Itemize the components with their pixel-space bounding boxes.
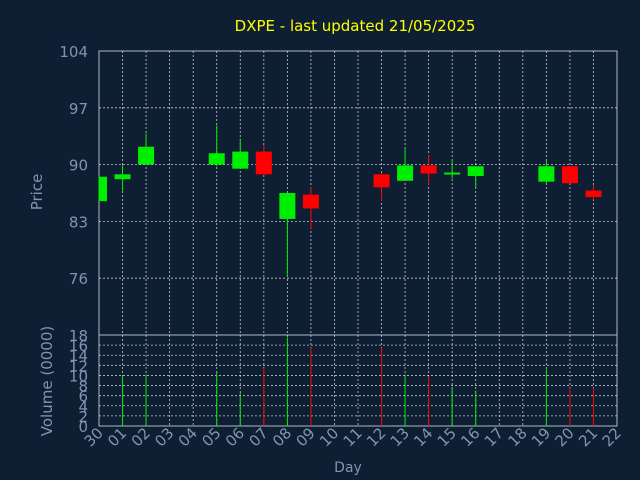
x-tick-label: 07 — [245, 424, 271, 450]
candle — [467, 166, 484, 188]
x-tick-label: 12 — [363, 424, 389, 450]
candle — [232, 138, 249, 169]
x-tick-label: 22 — [599, 424, 625, 450]
candle — [208, 125, 225, 167]
candle-body — [208, 153, 225, 165]
price-tick-label: 90 — [69, 157, 88, 175]
candle-body — [585, 190, 602, 198]
volume-axis-label: Volume (0000) — [38, 326, 56, 436]
volume-tick-label: 18 — [69, 327, 88, 345]
candle-body — [114, 174, 131, 180]
x-tick-label: 13 — [387, 424, 413, 450]
x-tick-label: 15 — [434, 424, 460, 450]
candle-body — [397, 165, 414, 181]
x-tick-label: 08 — [269, 424, 295, 450]
price-tick-label: 97 — [69, 100, 88, 118]
x-tick-label: 11 — [340, 424, 366, 450]
volume-tick-label: 10 — [69, 367, 88, 385]
x-tick-labels: 3001020304050607080910111213141516171819… — [81, 424, 625, 450]
candle — [373, 172, 390, 202]
candle — [538, 159, 555, 185]
volume-tick-label: 8 — [78, 378, 88, 396]
candle — [255, 145, 272, 175]
x-tick-label: 20 — [552, 424, 578, 450]
x-tick-label: 04 — [175, 424, 201, 450]
candle-body — [373, 174, 390, 188]
x-tick-label: 09 — [293, 424, 319, 450]
candle-body — [561, 166, 578, 184]
candle — [420, 154, 437, 185]
price-panel: 76 83 90 97 104 — [59, 43, 618, 336]
candle-body — [138, 146, 155, 165]
volume-tick-label: 2 — [78, 408, 88, 426]
x-tick-label: 21 — [575, 424, 601, 450]
candle-body — [99, 176, 107, 202]
candle — [444, 159, 461, 179]
x-tick-label: 19 — [528, 424, 554, 450]
candle-body — [255, 151, 272, 175]
candle — [114, 164, 131, 191]
x-tick-label: 03 — [151, 424, 177, 450]
candle-body — [232, 151, 249, 169]
candle — [585, 184, 602, 200]
price-axis-label: Price — [28, 174, 46, 211]
x-tick-label: 17 — [481, 424, 507, 450]
candle — [138, 133, 155, 165]
candle — [98, 176, 107, 202]
candle-body — [538, 166, 555, 182]
x-tick-label: 10 — [316, 424, 342, 450]
x-tick-label: 06 — [222, 424, 248, 450]
candle — [302, 187, 319, 230]
day-axis-label: Day — [334, 460, 362, 476]
price-tick-label: 83 — [69, 213, 88, 231]
chart-title: DXPE - last updated 21/05/2025 — [235, 17, 476, 35]
volume-tick-label: 6 — [78, 388, 88, 406]
volume-tick-label: 14 — [69, 347, 88, 365]
price-tick-label: 76 — [69, 270, 88, 288]
candle — [279, 193, 296, 277]
x-tick-label: 05 — [198, 424, 224, 450]
volume-tick-label: 0 — [78, 418, 88, 436]
candle-body — [302, 194, 319, 209]
candle — [397, 148, 414, 181]
candle-body — [467, 166, 484, 176]
x-tick-label: 16 — [457, 424, 483, 450]
candle-body — [279, 193, 296, 219]
price-tick-label: 104 — [59, 43, 88, 61]
volume-tick-label: 4 — [78, 398, 88, 416]
candle-body — [444, 172, 461, 175]
x-tick-label: 01 — [104, 424, 130, 450]
x-tick-label: 14 — [410, 424, 436, 450]
candle — [561, 166, 578, 184]
x-tick-label: 02 — [128, 424, 154, 450]
candle-body — [420, 165, 437, 174]
volume-tick-label: 16 — [69, 337, 88, 355]
x-tick-label: 18 — [504, 424, 530, 450]
volume-tick-label: 12 — [69, 357, 88, 375]
